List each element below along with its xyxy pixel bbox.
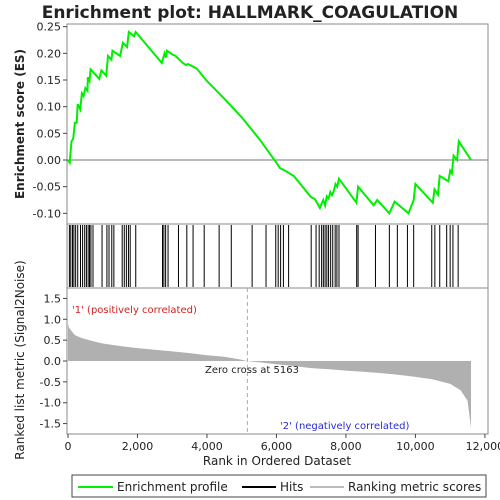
- es-y-tick-label: 0.25: [37, 21, 62, 34]
- legend-label-metric: Ranking metric scores: [348, 480, 481, 494]
- neg-correlated-label: '2' (negatively correlated): [280, 421, 409, 432]
- legend-label-hits: Hits: [280, 480, 303, 494]
- es-y-tick-label: -0.05: [33, 181, 61, 194]
- metric-y-tick-label: 1.5: [44, 292, 62, 305]
- es-panel-frame: [66, 23, 489, 225]
- metric-y-label: Ranked list metric (Signal2Noise): [13, 260, 27, 459]
- es-y-tick-label: 0.15: [37, 74, 62, 87]
- es-y-axis: -0.10 -0.05 0.00 0.05 0.10 0.15 0.20 0.25: [33, 21, 67, 220]
- x-tick-label: 12,000: [466, 440, 500, 453]
- es-y-tick-label: 0.20: [37, 47, 62, 60]
- x-axis: 0 2,000 4,000 6,000 8,000 10,000 12,000: [65, 434, 500, 453]
- legend-frame: [71, 474, 487, 498]
- metric-y-tick-label: -0.5: [40, 376, 61, 389]
- hits-panel-frame: [66, 223, 489, 289]
- x-axis-label: Rank in Ordered Dataset: [203, 454, 351, 468]
- metric-y-tick-label: -1.0: [40, 397, 61, 410]
- legend-label-profile: Enrichment profile: [117, 480, 228, 494]
- zero-cross-label: Zero cross at 5163: [205, 365, 299, 376]
- es-y-tick-label: 0.10: [37, 101, 62, 114]
- x-tick-label: 10,000: [396, 440, 435, 453]
- pos-correlated-label: '1' (positively correlated): [72, 305, 197, 316]
- chart-title: Enrichment plot: HALLMARK_COAGULATION: [42, 3, 459, 23]
- metric-y-axis: -1.5 -1.0 -0.5 0.0 0.5 1.0 1.5: [40, 292, 67, 431]
- es-y-tick-label: 0.00: [37, 154, 62, 167]
- enrichment-profile-line: [67, 30, 472, 216]
- metric-y-tick-label: -1.5: [40, 418, 61, 431]
- metric-y-tick-label: 1.0: [44, 313, 62, 326]
- metric-y-tick-label: 0.5: [44, 334, 62, 347]
- es-y-label: Enrichment score (ES): [13, 49, 27, 199]
- es-y-tick-label: 0.05: [37, 127, 62, 140]
- hit-marks: [68, 225, 459, 287]
- x-tick-label: 2,000: [122, 440, 154, 453]
- es-y-tick-label: -0.10: [33, 207, 61, 220]
- x-tick-label: 6,000: [261, 440, 293, 453]
- metric-y-tick-label: 0.0: [44, 355, 62, 368]
- x-tick-label: 8,000: [330, 440, 362, 453]
- legend: Enrichment profile Hits Ranking metric s…: [71, 474, 487, 498]
- x-tick-label: 4,000: [191, 440, 223, 453]
- x-tick-label: 0: [65, 440, 72, 453]
